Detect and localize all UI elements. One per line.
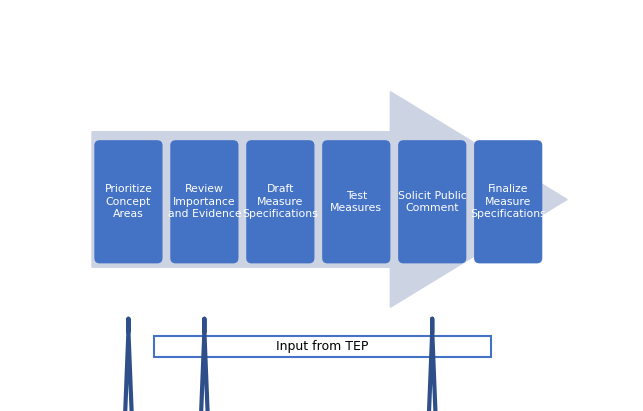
FancyBboxPatch shape xyxy=(95,140,163,263)
FancyBboxPatch shape xyxy=(170,140,239,263)
FancyBboxPatch shape xyxy=(154,336,491,357)
Text: Test
Measures: Test Measures xyxy=(331,191,383,213)
FancyBboxPatch shape xyxy=(474,140,542,263)
Polygon shape xyxy=(92,92,567,307)
Text: Review
Importance
and Evidence: Review Importance and Evidence xyxy=(168,185,241,219)
Text: Prioritize
Concept
Areas: Prioritize Concept Areas xyxy=(104,185,152,219)
Text: Finalize
Measure
Specifications: Finalize Measure Specifications xyxy=(470,185,546,219)
FancyBboxPatch shape xyxy=(322,140,390,263)
Text: Input from TEP: Input from TEP xyxy=(276,340,368,353)
Text: Solicit Public
Comment: Solicit Public Comment xyxy=(398,191,467,213)
FancyBboxPatch shape xyxy=(246,140,314,263)
Text: Draft
Measure
Specifications: Draft Measure Specifications xyxy=(242,185,318,219)
FancyBboxPatch shape xyxy=(398,140,466,263)
